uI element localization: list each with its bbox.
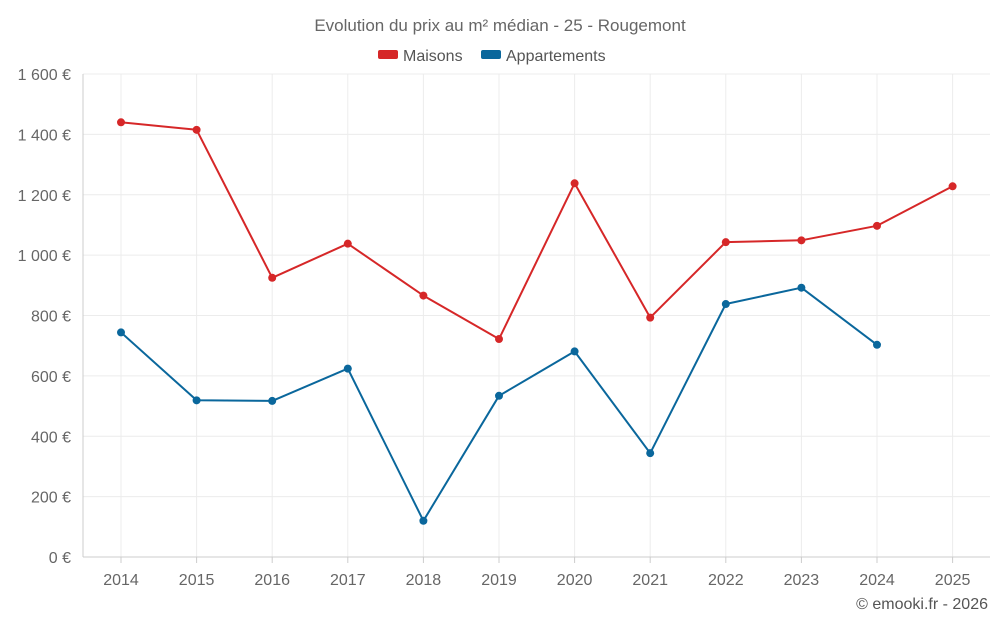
data-point-appartements[interactable] <box>343 364 352 373</box>
y-tick-label: 1 400 € <box>18 127 71 144</box>
data-point-maisons[interactable] <box>419 291 428 300</box>
data-point-appartements[interactable] <box>646 449 655 458</box>
data-point-appartements[interactable] <box>797 283 806 292</box>
data-point-maisons[interactable] <box>117 118 125 127</box>
x-tick-label: 2015 <box>179 572 215 589</box>
data-point-maisons[interactable] <box>646 313 655 322</box>
y-tick-label: 1 600 € <box>18 67 71 84</box>
axes: 0 € 200 € 400 € 600 € 800 € 1 000 € 1 200 € 1 4… <box>18 67 990 589</box>
y-tick-label: 200 € <box>31 490 71 507</box>
x-tick-label: 2016 <box>254 572 290 589</box>
series <box>117 118 957 525</box>
legend: Maisons Appartements <box>378 48 606 65</box>
legend-label-maisons[interactable]: Maisons <box>403 48 463 65</box>
data-point-appartements[interactable] <box>268 396 277 405</box>
y-tick-label: 600 € <box>31 369 71 386</box>
y-tick-label: 1 200 € <box>18 188 71 205</box>
data-point-maisons[interactable] <box>948 182 957 191</box>
data-point-appartements[interactable] <box>419 516 428 525</box>
legend-swatch-maisons <box>378 50 398 59</box>
y-tick-label: 1 000 € <box>18 248 71 265</box>
data-point-maisons[interactable] <box>343 239 352 248</box>
data-point-maisons[interactable] <box>721 238 730 247</box>
x-tick-label: 2018 <box>406 572 442 589</box>
data-point-appartements[interactable] <box>192 396 201 405</box>
data-point-maisons[interactable] <box>570 179 579 188</box>
data-point-maisons[interactable] <box>873 221 881 230</box>
data-point-appartements[interactable] <box>721 300 730 309</box>
credit-text: © emooki.fr - 2026 <box>856 596 988 613</box>
y-tick-label: 0 € <box>49 550 71 567</box>
grid-lines <box>83 73 990 557</box>
data-point-maisons[interactable] <box>268 273 277 282</box>
legend-label-appartements[interactable]: Appartements <box>506 48 606 65</box>
x-tick-label: 2020 <box>557 572 593 589</box>
chart-title: Evolution du prix au m² médian - 25 - Ro… <box>314 16 686 35</box>
data-point-appartements[interactable] <box>117 328 125 337</box>
series-line-maisons <box>120 121 954 340</box>
data-point-appartements[interactable] <box>570 347 579 356</box>
x-tick-label: 2021 <box>632 572 668 589</box>
x-tick-label: 2023 <box>784 572 820 589</box>
data-point-appartements[interactable] <box>873 340 881 349</box>
y-tick-label: 400 € <box>31 429 71 446</box>
x-tick-label: 2025 <box>935 572 971 589</box>
x-tick-label: 2024 <box>859 572 895 589</box>
x-tick-label: 2022 <box>708 572 744 589</box>
data-point-maisons[interactable] <box>495 335 503 344</box>
x-tick-label: 2019 <box>481 572 517 589</box>
data-point-appartements[interactable] <box>495 391 503 400</box>
data-point-maisons[interactable] <box>192 125 201 134</box>
x-tick-label: 2017 <box>330 572 366 589</box>
y-tick-label: 800 € <box>31 309 71 326</box>
data-point-maisons[interactable] <box>797 236 806 245</box>
legend-swatch-appartements <box>481 50 501 59</box>
x-tick-label: 2014 <box>103 572 139 589</box>
